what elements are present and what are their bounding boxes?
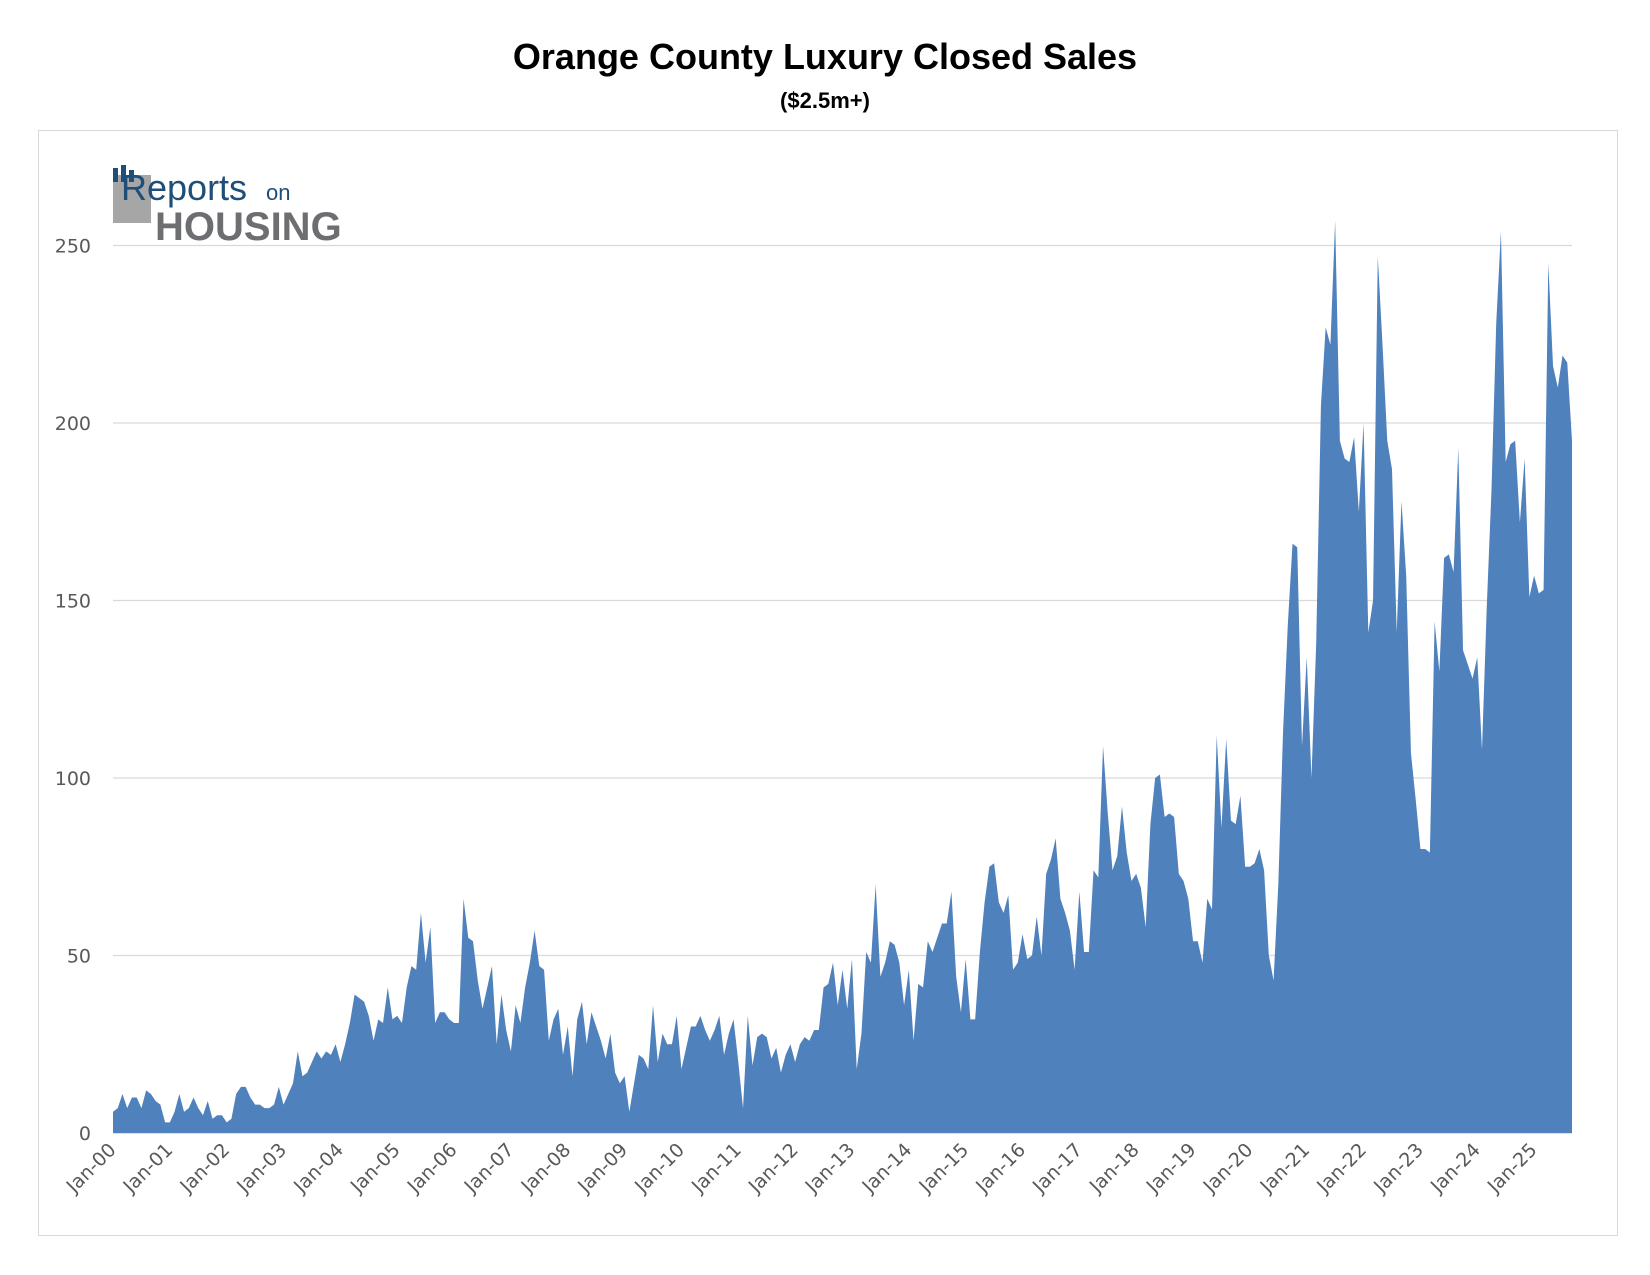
x-tick-label: Jan-07 [460,1139,519,1198]
logo-word-on: on [266,180,290,205]
x-tick-label: Jan-25 [1483,1139,1542,1198]
chart-title: Orange County Luxury Closed Sales [512,36,1138,77]
logo-word-reports: Reports [121,167,247,208]
y-axis-ticks: 0 50 100 150 200 250 [55,236,91,1146]
x-tick-label: Jan-11 [687,1139,746,1198]
chart-frame [38,130,1618,1236]
x-tick-label: Jan-17 [1028,1139,1087,1198]
x-tick-label: Jan-23 [1369,1139,1428,1198]
x-tick-label: Jan-03 [232,1139,291,1198]
x-tick-label: Jan-14 [857,1139,916,1198]
reports-on-housing-logo: Reports on HOUSING [113,165,342,249]
x-tick-label: Jan-10 [630,1139,689,1198]
x-axis-ticks: Jan-00Jan-01Jan-02Jan-03Jan-04Jan-05Jan-… [62,1139,1542,1198]
logo-bar-2 [121,165,126,182]
y-tick-label: 200 [55,413,91,435]
x-tick-label: Jan-21 [1255,1139,1314,1198]
x-tick-label: Jan-02 [175,1139,234,1198]
x-tick-label: Jan-06 [403,1139,462,1198]
y-tick-label: 50 [67,946,91,968]
x-tick-label: Jan-09 [573,1139,632,1198]
x-tick-label: Jan-00 [62,1139,121,1198]
logo-word-housing: HOUSING [155,205,342,249]
x-tick-label: Jan-12 [744,1139,803,1198]
logo-gray-block [113,175,151,223]
logo-bar-3 [129,170,134,182]
series-area-closed-sales [113,220,1572,1133]
x-tick-label: Jan-24 [1426,1139,1485,1198]
x-tick-label: Jan-08 [516,1139,575,1198]
x-tick-label: Jan-18 [1085,1139,1144,1198]
y-tick-label: 100 [55,768,91,790]
chart-subtitle: ($2.5m+) [780,88,870,113]
x-tick-label: Jan-20 [1198,1139,1257,1198]
x-tick-label: Jan-04 [289,1139,348,1198]
x-tick-label: Jan-22 [1312,1139,1371,1198]
y-tick-label: 150 [55,591,91,613]
x-tick-label: Jan-16 [971,1139,1030,1198]
y-tick-label: 0 [79,1123,91,1145]
x-tick-label: Jan-01 [118,1139,177,1198]
x-tick-label: Jan-19 [1142,1139,1201,1198]
x-tick-label: Jan-13 [801,1139,860,1198]
x-tick-label: Jan-05 [346,1139,405,1198]
area-layer [113,220,1572,1133]
y-tick-label: 250 [55,236,91,258]
x-tick-label: Jan-15 [914,1139,973,1198]
logo-bar-1 [113,168,118,182]
